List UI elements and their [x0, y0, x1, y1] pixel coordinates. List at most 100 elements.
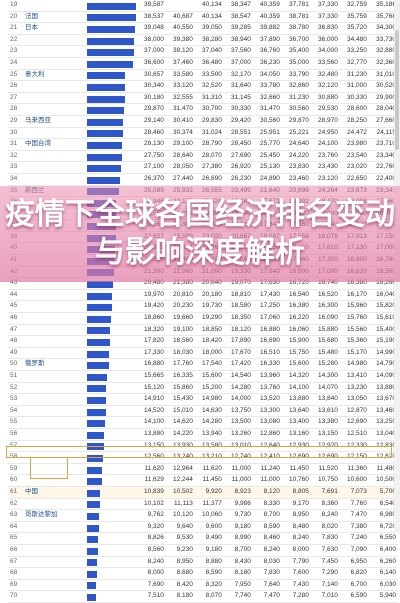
value-cell: 17,060	[252, 312, 282, 325]
value-cell: 24,220	[281, 150, 311, 163]
value-cell: 39,882	[252, 22, 282, 35]
value-cell: 15,880	[310, 324, 340, 337]
value-cell: 13,410	[339, 370, 369, 383]
value-cell: 9,730	[223, 509, 253, 522]
bar-cell	[87, 312, 137, 325]
value-cell: 16,040	[368, 289, 398, 302]
value-cell: 16,520	[310, 289, 340, 302]
value-cell: 8,590	[252, 521, 282, 534]
value-cell: 20,810	[165, 289, 195, 302]
bar-cell	[87, 474, 137, 487]
rank-cell: 28	[8, 103, 24, 116]
bar-cell	[87, 590, 137, 603]
value-cell: 13,040	[368, 428, 398, 441]
value-cell: 8,070	[194, 590, 224, 603]
value-cell: 8,880	[194, 556, 224, 569]
value-cell: 28,130	[136, 138, 166, 151]
gdp-ranking-table: 19 39,587 40,134 38,347 40,359 37,781 37,330 32…	[8, 0, 398, 603]
value-bar	[87, 362, 110, 370]
value-cell: 13,840	[310, 393, 340, 406]
country-cell	[23, 150, 88, 163]
table-row: 51 15,665 16,335 15,600 14,540 13,960 14,320 14…	[8, 370, 398, 383]
value-cell: 15,665	[136, 370, 166, 383]
rank-cell: 50	[8, 358, 24, 371]
value-cell: 8,805	[281, 486, 311, 499]
table-row: 62 10,102 11,113 11,377 9,986 8,330 9,170 8,360…	[8, 498, 398, 511]
value-cell: 32,770	[339, 57, 369, 70]
value-cell: 35,768	[368, 11, 398, 24]
value-cell: 14,100	[136, 416, 166, 429]
rank-cell: 32	[8, 150, 24, 163]
value-cell: 20,180	[194, 289, 224, 302]
bar-cell	[87, 347, 137, 360]
value-cell: 10,060	[194, 509, 224, 522]
country-cell	[23, 335, 88, 348]
country-cell: 中国台湾	[23, 138, 88, 151]
value-cell: 23,540	[339, 150, 369, 163]
country-cell	[23, 173, 88, 186]
value-cell: 6,550	[368, 532, 398, 545]
highlight-box-china	[6, 446, 392, 458]
value-cell: 9,320	[136, 521, 166, 534]
rank-cell: 34	[8, 173, 24, 186]
value-cell: 19,660	[165, 312, 195, 325]
value-bar	[87, 385, 107, 393]
value-cell: 18,420	[194, 335, 224, 348]
value-cell: 23,980	[339, 138, 369, 151]
table-row: 56 13,880 14,220 13,940 13,260 12,860 13,160 13…	[8, 428, 398, 441]
rank-cell: 44	[8, 289, 24, 302]
value-cell: 37,781	[281, 0, 311, 12]
value-bar	[87, 37, 135, 45]
value-cell: 6,820	[339, 567, 369, 580]
value-cell: 14,280	[194, 416, 224, 429]
rank-cell: 62	[8, 498, 24, 511]
rank-cell: 19	[8, 0, 24, 12]
value-cell: 13,150	[310, 428, 340, 441]
value-cell: 8,826	[136, 532, 166, 545]
value-cell: 35,186	[368, 0, 398, 12]
country-cell	[23, 370, 88, 383]
value-cell: 13,080	[252, 416, 282, 429]
value-cell: 27,660	[368, 115, 398, 128]
value-cell: 14,300	[310, 370, 340, 383]
value-cell: 28,600	[339, 103, 369, 116]
value-cell: 36,230	[252, 57, 282, 70]
value-cell: 28,450	[223, 138, 253, 151]
value-cell: 32,660	[252, 92, 282, 105]
rank-cell: 69	[8, 579, 24, 592]
table-row: 70 7,510 8,180 8,070 7,740 7,470 7,280 7,010 6,5…	[8, 590, 398, 603]
country-cell	[23, 57, 88, 70]
value-cell: 13,050	[339, 393, 369, 406]
value-cell: 8,923	[223, 486, 253, 499]
bar-cell	[87, 382, 137, 395]
value-cell: 16,090	[310, 312, 340, 325]
value-cell: 13,880	[136, 428, 166, 441]
bar-cell	[87, 416, 137, 429]
rank-cell: 46	[8, 312, 24, 325]
value-cell: 13,940	[194, 428, 224, 441]
value-cell: 16,880	[136, 358, 166, 371]
bar-cell	[87, 544, 137, 557]
scrollbar-thumb[interactable]	[395, 30, 399, 150]
value-cell: 14,280	[223, 382, 253, 395]
value-cell: 15,610	[368, 312, 398, 325]
value-bar	[87, 165, 122, 173]
value-cell: 13,640	[281, 405, 311, 418]
value-cell: 12,244	[165, 474, 195, 487]
value-cell: 7,640	[252, 579, 282, 592]
value-cell: 14,620	[165, 416, 195, 429]
value-cell: 12,690	[339, 416, 369, 429]
value-cell: 14,540	[223, 370, 253, 383]
value-cell: 8,000	[136, 567, 166, 580]
value-cell: 38,780	[281, 22, 311, 35]
table-row: 52 15,120 15,860 15,200 14,280 13,760 14,100 14…	[8, 382, 398, 395]
value-cell: 32,880	[368, 45, 398, 58]
value-bar	[87, 396, 107, 404]
value-cell: 6,980	[368, 509, 398, 522]
bar-cell	[87, 567, 137, 580]
value-cell: 13,380	[310, 416, 340, 429]
country-cell: 法国	[23, 11, 88, 24]
value-cell: 8,120	[252, 486, 282, 499]
value-cell: 24,115	[368, 127, 398, 140]
value-cell: 16,060	[281, 324, 311, 337]
